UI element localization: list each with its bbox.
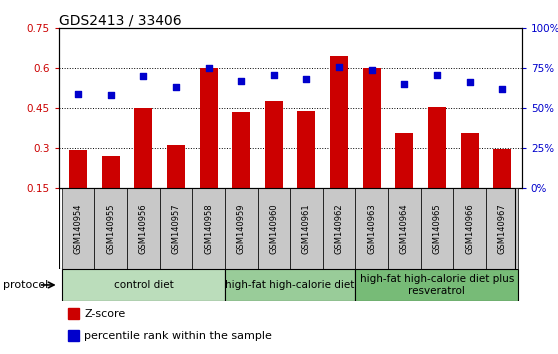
Text: GSM140964: GSM140964 — [400, 203, 409, 254]
Bar — [68, 330, 79, 341]
Text: protocol: protocol — [3, 280, 48, 290]
Text: GSM140961: GSM140961 — [302, 203, 311, 254]
Bar — [355, 269, 518, 301]
Point — [107, 92, 116, 98]
Bar — [68, 308, 79, 319]
Bar — [363, 68, 381, 188]
Text: GSM140957: GSM140957 — [171, 203, 180, 254]
Bar — [486, 188, 518, 269]
Text: GSM140958: GSM140958 — [204, 203, 213, 254]
Bar — [94, 188, 127, 269]
Point — [204, 65, 213, 71]
Bar — [428, 107, 446, 188]
Bar — [493, 149, 511, 188]
Bar — [323, 188, 355, 269]
Bar — [355, 188, 388, 269]
Bar — [200, 68, 218, 188]
Bar — [396, 133, 413, 188]
Point — [171, 85, 180, 90]
Bar — [225, 269, 355, 301]
Text: Z-score: Z-score — [84, 309, 126, 319]
Bar — [297, 110, 315, 188]
Bar — [62, 269, 225, 301]
Text: GSM140955: GSM140955 — [106, 203, 116, 253]
Point — [302, 76, 311, 82]
Bar — [265, 101, 283, 188]
Text: GDS2413 / 33406: GDS2413 / 33406 — [59, 13, 181, 27]
Text: GSM140967: GSM140967 — [498, 203, 507, 254]
Point — [139, 73, 148, 79]
Bar — [167, 145, 185, 188]
Text: GSM140965: GSM140965 — [432, 203, 441, 254]
Bar — [290, 188, 323, 269]
Point — [335, 64, 344, 69]
Bar — [193, 188, 225, 269]
Bar — [69, 150, 87, 188]
Text: GSM140959: GSM140959 — [237, 203, 246, 253]
Bar — [127, 188, 160, 269]
Point — [400, 81, 409, 87]
Text: high-fat high-calorie diet plus
resveratrol: high-fat high-calorie diet plus resverat… — [360, 274, 514, 296]
Point — [237, 78, 246, 84]
Point — [465, 80, 474, 85]
Bar — [330, 56, 348, 188]
Point — [432, 72, 441, 78]
Bar — [421, 188, 453, 269]
Bar — [388, 188, 421, 269]
Bar — [258, 188, 290, 269]
Bar — [225, 188, 258, 269]
Bar — [62, 188, 94, 269]
Text: high-fat high-calorie diet: high-fat high-calorie diet — [225, 280, 355, 290]
Bar — [453, 188, 486, 269]
Point — [74, 91, 83, 97]
Bar — [232, 112, 250, 188]
Text: GSM140954: GSM140954 — [74, 203, 83, 253]
Point — [367, 67, 376, 73]
Text: GSM140966: GSM140966 — [465, 203, 474, 254]
Text: control diet: control diet — [113, 280, 174, 290]
Text: GSM140956: GSM140956 — [139, 203, 148, 254]
Bar — [160, 188, 193, 269]
Bar — [134, 108, 152, 188]
Bar — [102, 156, 120, 188]
Text: GSM140962: GSM140962 — [335, 203, 344, 254]
Text: GSM140963: GSM140963 — [367, 203, 376, 254]
Bar — [460, 133, 479, 188]
Text: percentile rank within the sample: percentile rank within the sample — [84, 331, 272, 341]
Point — [498, 86, 507, 92]
Point — [270, 72, 278, 78]
Text: GSM140960: GSM140960 — [270, 203, 278, 254]
